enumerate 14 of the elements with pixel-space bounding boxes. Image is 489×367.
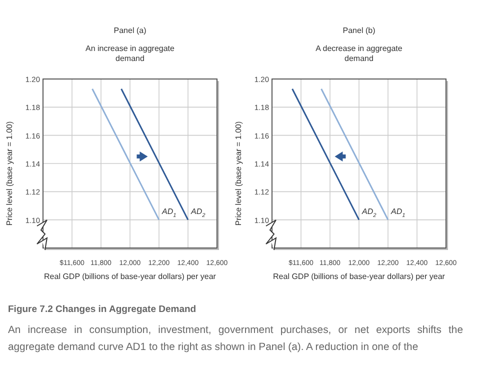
y-axis-title: Price level (base year = 1.00) xyxy=(5,121,14,226)
chart-title: Panel (a) xyxy=(114,26,147,35)
text: Figure 7.2 Changes in Aggregate Demand xyxy=(8,304,198,315)
chart-subtitle: An increase in aggregate demand xyxy=(86,44,176,63)
series-label: AD$_{2}$ xyxy=(361,206,378,219)
series-label: AD$_{1}$ xyxy=(161,206,176,219)
chart-title: Panel (b) xyxy=(342,26,376,35)
chart-subtitle: A decrease in aggregate demand xyxy=(316,44,403,63)
x-axis-title: Real GDP (billions of base-year dollars) per year xyxy=(44,272,216,281)
series-label: AD$_{1}$ xyxy=(390,206,406,219)
x-axis-title: Real GDP (billions of base-year dollars) per year xyxy=(273,272,446,281)
series-label: AD$_{2}$ xyxy=(190,206,206,219)
text: An increase in consumption, investment, government purchases, or net exports shifts the aggregate demand curve AD1 to the right as shown in Panel (a). A reduction in one of the xyxy=(8,324,463,355)
y-axis-title: Price level (base year = 1.00) xyxy=(234,121,243,226)
